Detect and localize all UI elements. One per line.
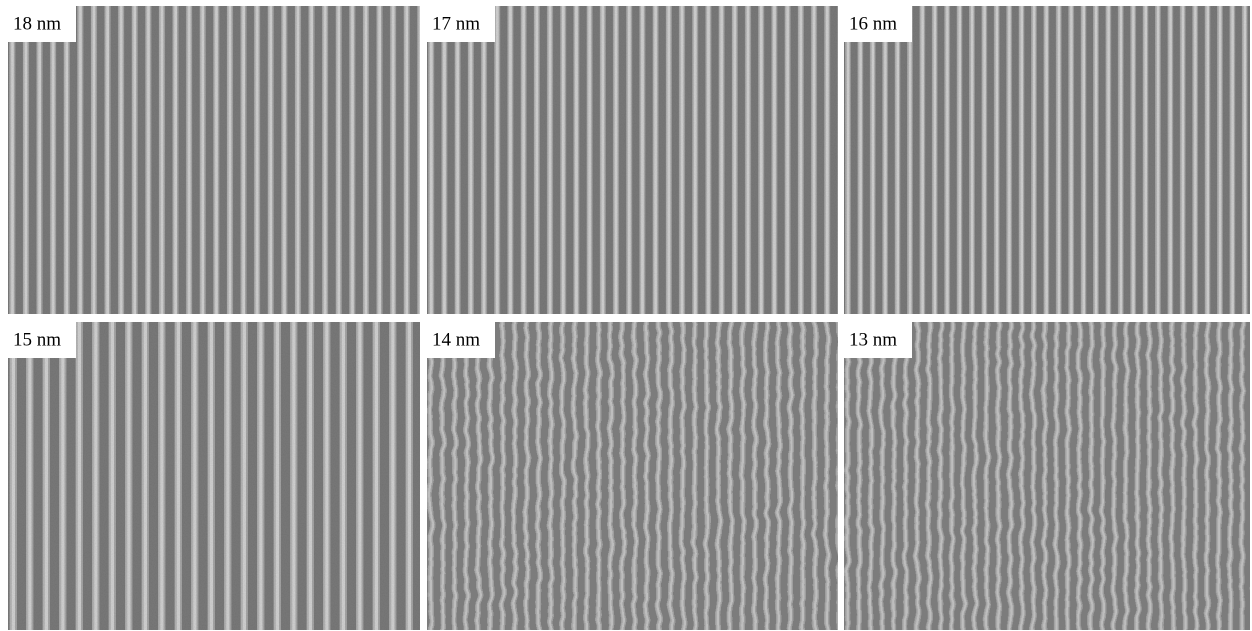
panel-label: 15 nm — [13, 329, 61, 350]
sem-figure: 18 nm 17 nm 16 nm 15 nm 14 nm 13 nm — [0, 0, 1252, 631]
panel-label: 18 nm — [13, 13, 61, 34]
sem-image — [2, 316, 426, 631]
sem-panel: 13 nm — [838, 316, 1252, 631]
sem-panel: 14 nm — [421, 316, 844, 631]
page: 18 nm17 nm16 nm15 nm14 nm13 nm (() => { … — [0, 0, 1252, 631]
panel-label: 14 nm — [432, 329, 480, 350]
sem-image — [421, 0, 844, 320]
panel-label: 16 nm — [849, 13, 897, 34]
panel-label: 13 nm — [849, 329, 897, 350]
sem-panel: 16 nm — [838, 0, 1252, 320]
sem-image — [2, 0, 426, 320]
sem-image — [838, 0, 1252, 320]
sem-panel: 18 nm — [2, 0, 426, 320]
sem-panel: 17 nm — [421, 0, 844, 320]
sem-panel: 15 nm — [2, 316, 426, 631]
panel-label: 17 nm — [432, 13, 480, 34]
